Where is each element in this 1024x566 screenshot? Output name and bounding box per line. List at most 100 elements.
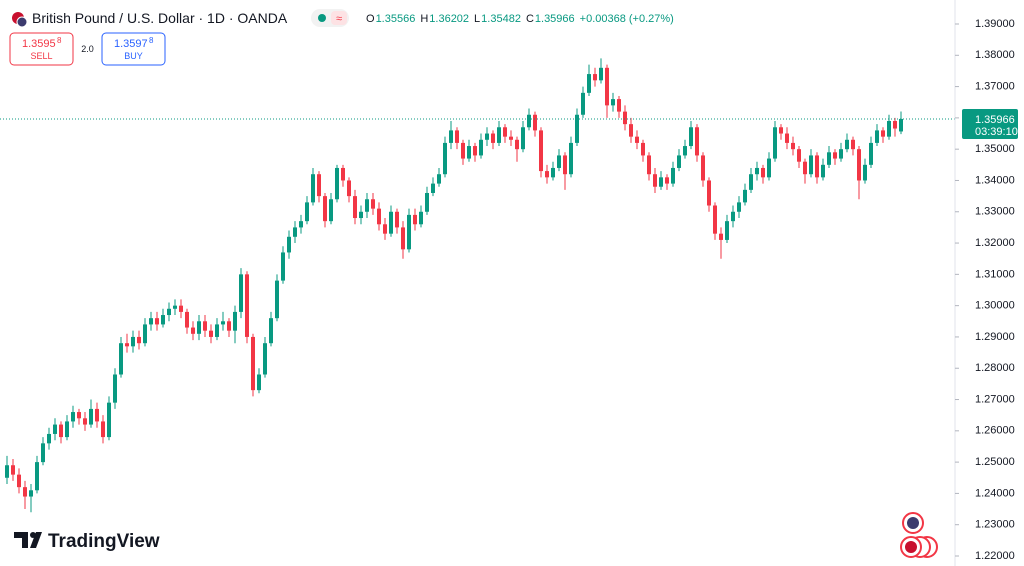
candle-body bbox=[797, 149, 801, 162]
candle-body bbox=[185, 311, 189, 328]
candle-body bbox=[413, 214, 417, 225]
candle-body bbox=[41, 443, 45, 463]
candle-body bbox=[503, 127, 507, 137]
status-icon bbox=[331, 11, 347, 25]
sell-label[interactable]: SELL bbox=[30, 51, 52, 61]
candle-body bbox=[665, 177, 669, 184]
candle-body bbox=[569, 142, 573, 175]
market-open-dot bbox=[318, 14, 326, 22]
legend-key: L bbox=[474, 13, 480, 25]
sell-pip[interactable]: 8 bbox=[57, 36, 62, 45]
y-tick-label: 1.22000 bbox=[975, 550, 1015, 562]
candle-body bbox=[731, 211, 735, 222]
candle-body bbox=[857, 149, 861, 181]
candle-body bbox=[515, 139, 519, 150]
candle-body bbox=[203, 321, 207, 331]
candle-body bbox=[659, 177, 663, 187]
candle-body bbox=[239, 274, 243, 312]
y-tick-label: 1.29000 bbox=[975, 331, 1015, 343]
candle-body bbox=[329, 199, 333, 222]
buy-price[interactable]: 1.3597 bbox=[114, 38, 148, 50]
candle-body bbox=[827, 152, 831, 165]
event-icon bbox=[905, 541, 917, 553]
y-tick-label: 1.33000 bbox=[975, 206, 1015, 218]
candle-body bbox=[743, 189, 747, 203]
legend-value: 1.35482 bbox=[481, 13, 521, 25]
candle-body bbox=[5, 465, 9, 478]
candle-body bbox=[359, 211, 363, 219]
candle-body bbox=[323, 196, 327, 222]
legend-value: 1.36202 bbox=[429, 13, 469, 25]
candle-body bbox=[575, 114, 579, 143]
candle-body bbox=[839, 149, 843, 159]
y-tick-label: 1.32000 bbox=[975, 237, 1015, 249]
candle-body bbox=[785, 133, 789, 143]
candle-body bbox=[899, 118, 903, 132]
candle-body bbox=[539, 130, 543, 172]
candle-body bbox=[437, 174, 441, 184]
candle-body bbox=[509, 136, 513, 140]
candle-body bbox=[95, 408, 99, 422]
candle-body bbox=[863, 164, 867, 181]
candle-body bbox=[719, 233, 723, 240]
candle-body bbox=[419, 211, 423, 225]
candle-body bbox=[197, 321, 201, 334]
buy-button[interactable] bbox=[101, 32, 166, 66]
candle-body bbox=[779, 127, 783, 134]
candle-body bbox=[125, 343, 129, 347]
candle-body bbox=[449, 130, 453, 143]
candle-body bbox=[761, 167, 765, 178]
candle-body bbox=[557, 155, 561, 168]
candle-body bbox=[311, 174, 315, 203]
symbol-title[interactable]: British Pound / U.S. Dollar · 1D · OANDA bbox=[32, 10, 288, 26]
legend-key: H bbox=[420, 13, 428, 25]
candle-body bbox=[671, 167, 675, 184]
candle-body bbox=[707, 180, 711, 206]
candle-body bbox=[77, 412, 81, 419]
candle-body bbox=[755, 167, 759, 175]
candle-body bbox=[641, 142, 645, 156]
y-tick-label: 1.30000 bbox=[975, 300, 1015, 312]
sell-price[interactable]: 1.3595 bbox=[22, 38, 56, 50]
candle-body bbox=[209, 330, 213, 337]
candle-body bbox=[287, 236, 291, 253]
sell-button[interactable] bbox=[9, 32, 74, 66]
last-price-label: 1.35966 bbox=[975, 114, 1015, 126]
buy-pip[interactable]: 8 bbox=[149, 36, 154, 45]
candle-body bbox=[821, 164, 825, 178]
candle-body bbox=[551, 167, 555, 178]
candle-body bbox=[407, 214, 411, 250]
candle-body bbox=[341, 167, 345, 181]
candle-body bbox=[317, 174, 321, 197]
candle-body bbox=[179, 305, 183, 312]
legend-key: O bbox=[366, 13, 375, 25]
candle-body bbox=[131, 336, 135, 347]
candle-body bbox=[293, 227, 297, 237]
candle-body bbox=[371, 199, 375, 209]
candle-body bbox=[377, 208, 381, 225]
candle-body bbox=[527, 114, 531, 128]
countdown: 03:39:10 bbox=[975, 126, 1018, 138]
y-tick-label: 1.38000 bbox=[975, 49, 1015, 61]
candle-body bbox=[629, 124, 633, 137]
candle-body bbox=[461, 142, 465, 159]
y-tick-label: 1.23000 bbox=[975, 519, 1015, 531]
candle-body bbox=[587, 74, 591, 93]
candle-body bbox=[803, 161, 807, 175]
brand-name: TradingView bbox=[48, 531, 160, 552]
price-axis: 1.22000 1.23000 1.24000 1.25000 1.26000 1.270… bbox=[954, 0, 1015, 566]
candle-body bbox=[485, 133, 489, 140]
candle-body bbox=[365, 199, 369, 212]
candle-body bbox=[281, 252, 285, 281]
candle-body bbox=[599, 67, 603, 81]
buy-label[interactable]: BUY bbox=[124, 51, 143, 61]
candle-body bbox=[689, 127, 693, 147]
candle-body bbox=[137, 336, 141, 344]
candle-body bbox=[593, 74, 597, 81]
candle-body bbox=[893, 121, 897, 129]
candle-body bbox=[851, 139, 855, 150]
candle-body bbox=[305, 202, 309, 222]
candle-body bbox=[623, 111, 627, 125]
candle-body bbox=[875, 130, 879, 143]
status-icon-glyph: ≈ bbox=[336, 13, 342, 25]
